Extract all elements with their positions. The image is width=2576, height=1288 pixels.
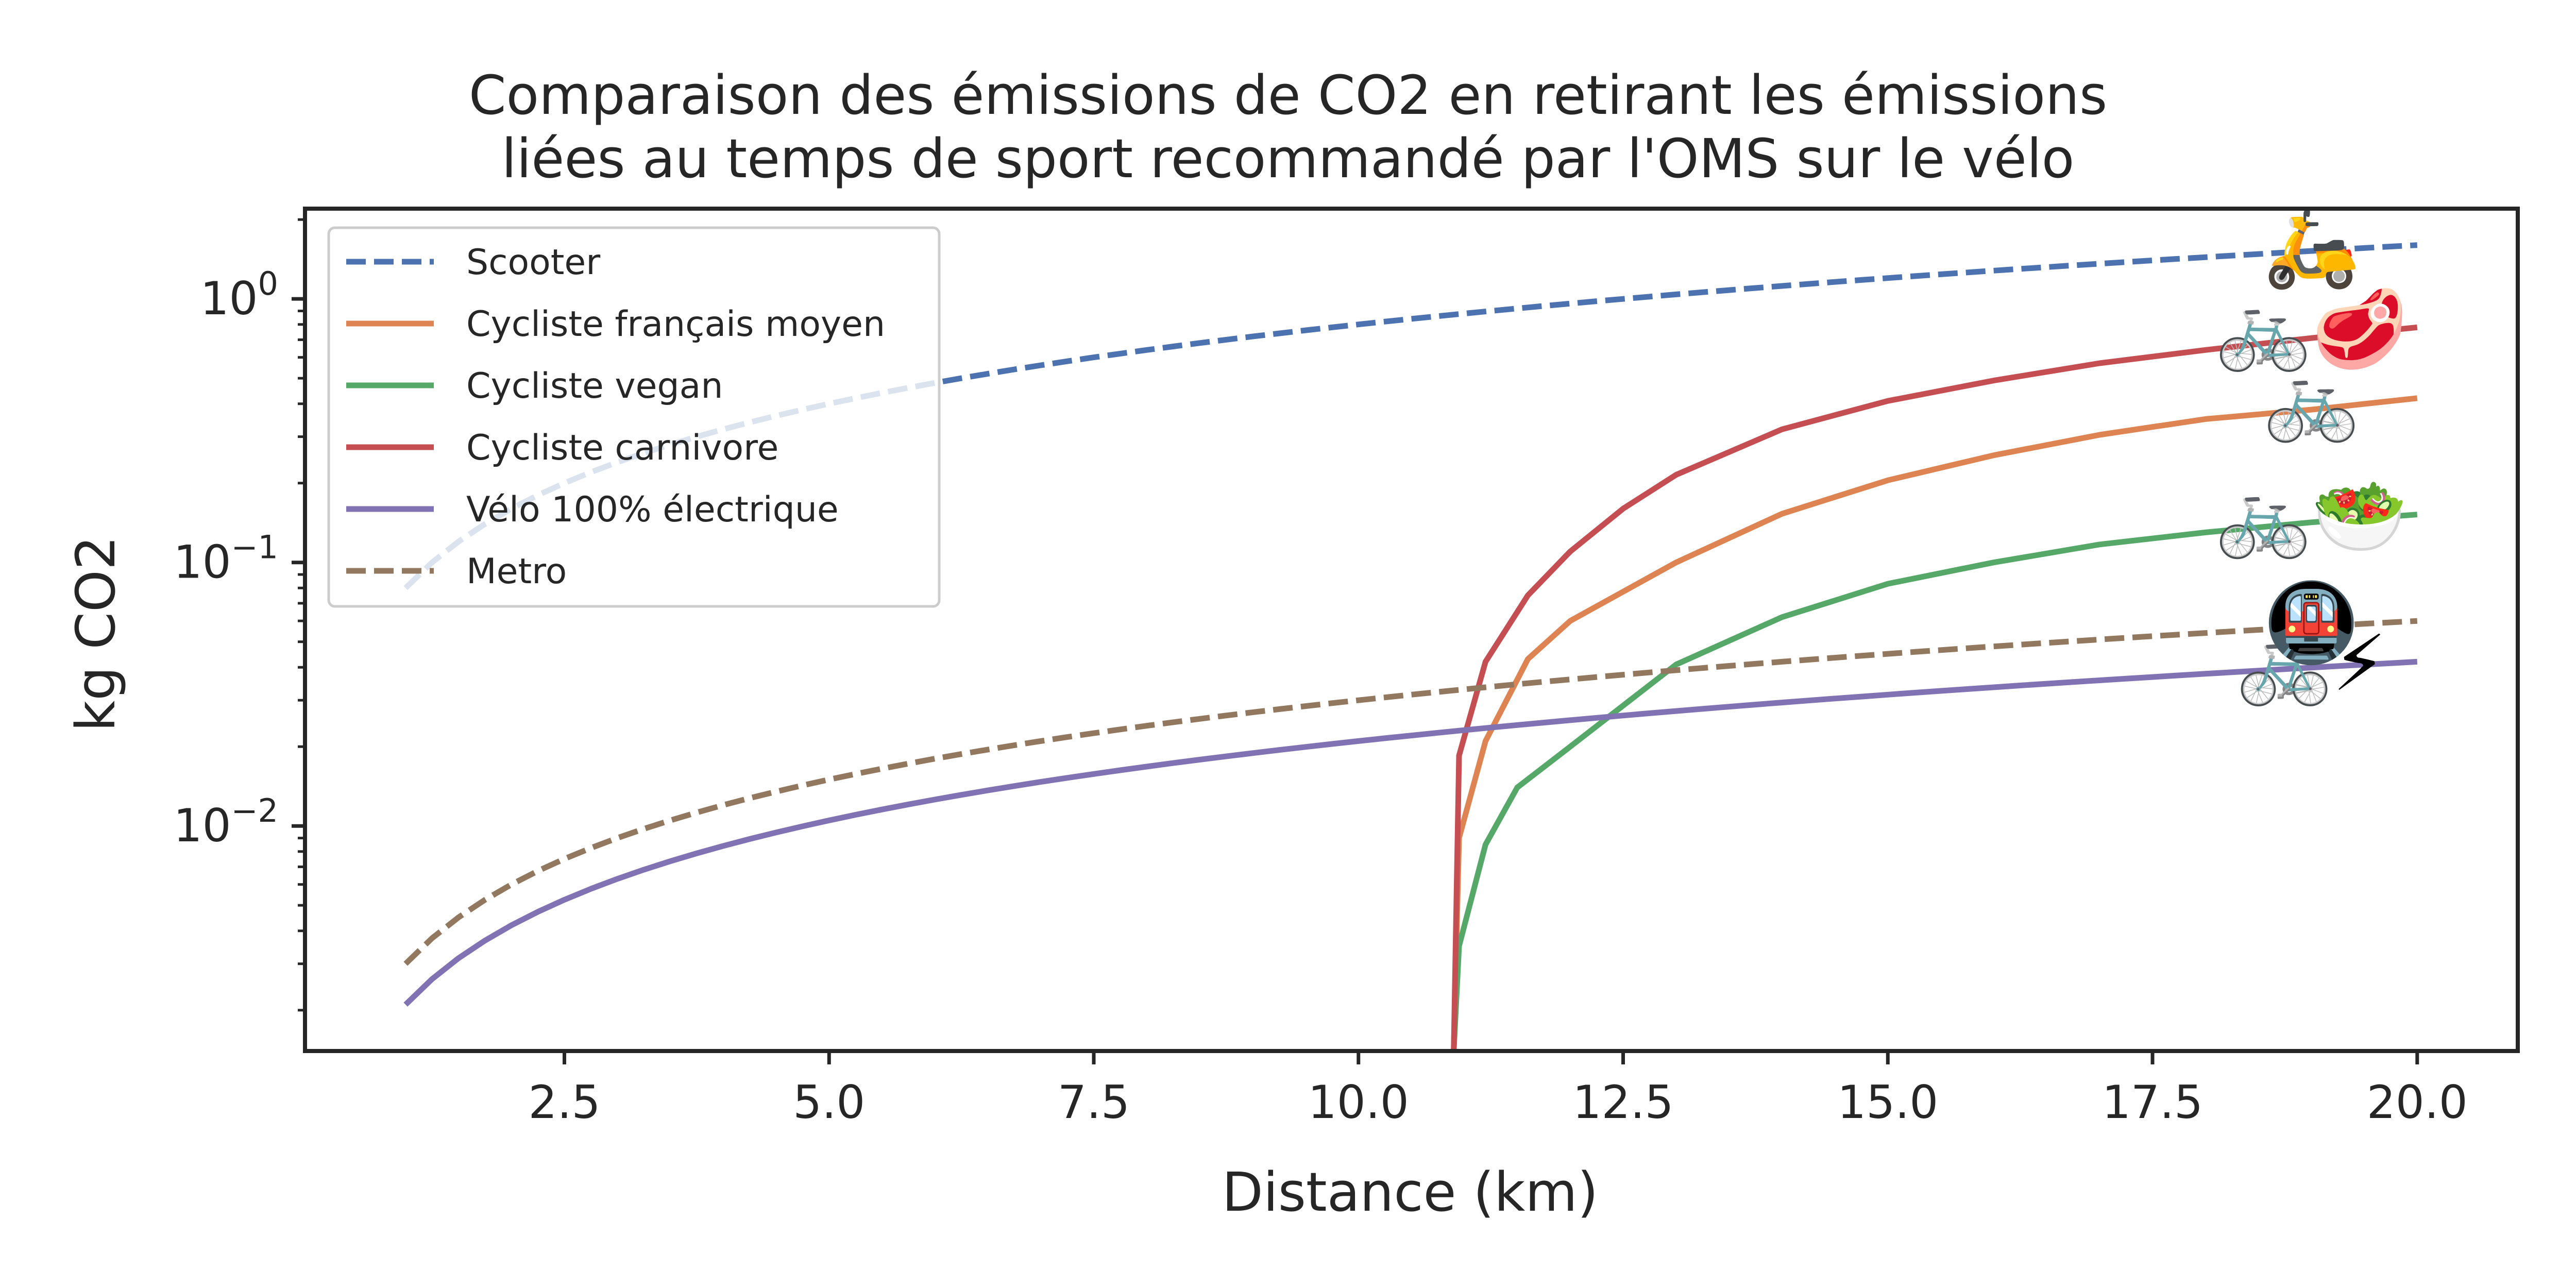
y-axis-label: kg CO2 bbox=[64, 536, 127, 732]
x-tick-label: 17.5 bbox=[2102, 1076, 2203, 1129]
chart-title-line-1: Comparaison des émissions de CO2 en reti… bbox=[468, 64, 2108, 127]
x-tick-label: 7.5 bbox=[1058, 1076, 1130, 1129]
legend-box bbox=[327, 226, 941, 608]
series-emoji-1: 🚲 bbox=[2263, 355, 2360, 445]
series-emoji-2: 🚲🥗 bbox=[2215, 472, 2408, 562]
axes: 2.5 5.0 7.5 10.0 12.5 15.0 17.5 20.0 100 10−1 10−2 bbox=[174, 207, 2520, 1129]
legend-label-2: Cycliste vegan bbox=[466, 366, 723, 406]
series-line-3 bbox=[1451, 324, 2418, 1052]
series-emoji-0: 🛵 bbox=[2263, 202, 2360, 293]
series-line-2 bbox=[1451, 512, 2418, 1052]
y-tick-label: 10−2 bbox=[174, 792, 278, 852]
series-line-1 bbox=[1451, 395, 2418, 1052]
y-tick-label: 10−1 bbox=[174, 529, 278, 589]
legend: Scooter Cycliste français moyen Cycliste v… bbox=[327, 226, 941, 608]
y-tick-label: 100 bbox=[200, 265, 278, 325]
x-tick-label: 10.0 bbox=[1308, 1076, 1409, 1129]
legend-label-5: Metro bbox=[466, 551, 567, 592]
plot-frame bbox=[303, 207, 2520, 1053]
series-emoji-5: 🚇 bbox=[2263, 578, 2360, 668]
x-axis-label: Distance (km) bbox=[1222, 1161, 1599, 1224]
emoji-layer: 🛵 🚲 🚲🥗 🚲🥩 🚲⚡🚇 bbox=[2215, 202, 2408, 709]
legend-label-0: Scooter bbox=[466, 242, 600, 283]
series-emoji-3: 🚲🥩 bbox=[2215, 284, 2408, 375]
legend-label-3: Cycliste carnivore bbox=[466, 428, 778, 468]
legend-label-4: Vélo 100% électrique bbox=[466, 489, 839, 530]
x-tick-label: 12.5 bbox=[1573, 1076, 1674, 1129]
series-line-4 bbox=[403, 658, 2418, 1007]
x-tick-label: 2.5 bbox=[529, 1076, 601, 1129]
series-line-5 bbox=[403, 618, 2418, 966]
series-emoji-4: 🚲⚡ bbox=[2236, 619, 2386, 708]
chart-title-line-2: liées au temps de sport recommandé par l… bbox=[501, 127, 2075, 190]
x-tick-label: 20.0 bbox=[2367, 1076, 2468, 1129]
x-tick-label: 15.0 bbox=[1837, 1076, 1938, 1129]
legend-label-1: Cycliste français moyen bbox=[466, 304, 885, 345]
x-tick-label: 5.0 bbox=[793, 1076, 865, 1129]
